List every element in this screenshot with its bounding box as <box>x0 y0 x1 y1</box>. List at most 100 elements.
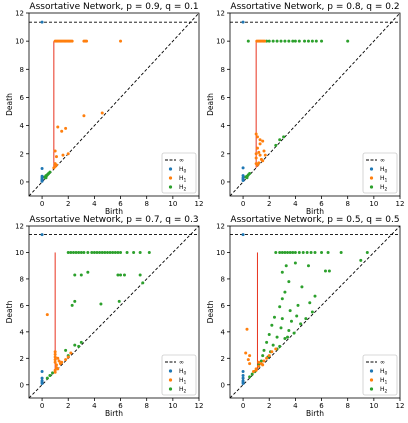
legend-marker-h0 <box>168 369 173 373</box>
data-point-h2 <box>79 273 83 277</box>
y-tick-label: 2 <box>221 150 225 158</box>
y-tick-label: 12 <box>15 223 24 231</box>
data-point-h2 <box>250 372 254 376</box>
x-axis-label: Birth <box>105 409 123 418</box>
legend-marker-h2 <box>168 185 173 189</box>
data-point-h2 <box>320 250 324 254</box>
x-tick-label: 8 <box>144 402 148 410</box>
data-point-h2 <box>289 319 293 323</box>
data-point-h2 <box>280 317 284 321</box>
data-point-h2 <box>108 250 112 254</box>
y-axis-label: Death <box>206 93 215 116</box>
x-tick-label: 2 <box>267 200 271 208</box>
data-point-h1 <box>258 153 262 157</box>
data-point-h2 <box>262 348 266 352</box>
axes-frame <box>229 225 401 399</box>
x-axis-label: Birth <box>105 207 123 216</box>
data-point-h2 <box>271 343 275 347</box>
data-point-h2 <box>248 375 252 379</box>
y-tick-label: 6 <box>221 94 226 102</box>
legend-label-subscript: 1 <box>184 178 187 184</box>
data-point-h1 <box>261 139 265 143</box>
data-point-h1 <box>56 356 60 360</box>
data-point-h2 <box>291 39 295 43</box>
data-point-h2 <box>267 39 271 43</box>
x-tick-label: 12 <box>396 200 405 208</box>
legend-label-text: H <box>179 368 184 375</box>
data-point-h1 <box>53 360 57 364</box>
data-point-h1 <box>258 142 262 146</box>
data-point-h2 <box>365 250 369 254</box>
data-point-h2 <box>287 39 291 43</box>
x-tick-label: 8 <box>345 200 349 208</box>
data-point-h2 <box>119 273 123 277</box>
x-axis-label: Birth <box>306 409 324 418</box>
data-point-h1 <box>53 358 57 362</box>
data-point-h2 <box>339 250 343 254</box>
legend-label-h0: H0 <box>380 166 388 175</box>
data-point-h0 <box>40 178 44 182</box>
legend-label-h2: H2 <box>179 386 187 395</box>
legend-label-subscript: 0 <box>184 169 187 175</box>
data-point-h1 <box>270 350 274 354</box>
data-point-h2 <box>303 39 307 43</box>
data-point-h0 <box>241 179 245 183</box>
data-point-h1 <box>257 364 261 368</box>
data-point-h2 <box>66 250 70 254</box>
data-point-h2 <box>288 250 292 254</box>
data-point-h2 <box>291 250 295 254</box>
data-point-h2 <box>245 176 249 180</box>
legend-label-subscript: 1 <box>385 380 388 386</box>
data-point-h2 <box>138 273 142 277</box>
data-point-h1 <box>53 350 57 354</box>
data-point-h2 <box>287 280 291 284</box>
x-tick-label: 4 <box>293 402 298 410</box>
data-point-h0 <box>241 381 245 385</box>
data-point-h2 <box>246 39 250 43</box>
data-point-h1 <box>252 370 256 374</box>
data-point-h2 <box>306 264 310 268</box>
data-point-h1 <box>54 163 58 167</box>
legend-label-subscript: 1 <box>184 380 187 386</box>
data-point-h2 <box>326 250 330 254</box>
legend-marker-h1 <box>369 176 374 180</box>
data-point-h2 <box>313 250 317 254</box>
x-tick-label: 4 <box>92 402 97 410</box>
data-point-h2 <box>86 250 90 254</box>
data-point-h2 <box>77 250 81 254</box>
data-point-h2 <box>310 39 314 43</box>
legend-label-text: H <box>380 377 385 384</box>
data-point-h2 <box>271 39 275 43</box>
data-point-h1 <box>255 135 259 139</box>
legend-label-text: ∞ <box>380 359 385 366</box>
data-point-h1 <box>257 360 261 364</box>
data-point-h1 <box>254 132 258 136</box>
chart-panel-2: Assortative Network, p = 0.8, q = 0.2 0 2 4… <box>206 2 404 216</box>
data-point-h1 <box>258 138 262 142</box>
data-point-h1 <box>261 363 265 367</box>
x-tick-label: 6 <box>118 200 123 208</box>
y-tick-label: 2 <box>20 150 24 158</box>
legend-box <box>161 152 197 194</box>
x-tick-label: 4 <box>293 200 298 208</box>
legend-label-subscript: 2 <box>385 389 388 395</box>
data-point-h2 <box>301 250 305 254</box>
legend-label-h1: H1 <box>380 175 388 184</box>
y-tick-label: 6 <box>20 302 25 310</box>
data-point-h1 <box>56 367 60 371</box>
data-point-h2 <box>283 250 287 254</box>
diagonal-line <box>230 226 400 398</box>
data-point-h2 <box>310 310 314 314</box>
data-point-h1 <box>56 125 60 129</box>
data-point-h1 <box>267 354 271 358</box>
data-point-h2 <box>132 250 136 254</box>
legend-label-h2: H2 <box>380 386 388 395</box>
data-point-h2 <box>286 250 290 254</box>
legend-marker-h0 <box>369 167 374 171</box>
y-tick-label: 4 <box>221 122 226 130</box>
legend-label-h0: H0 <box>179 368 187 377</box>
x-tick-label: 6 <box>319 402 324 410</box>
